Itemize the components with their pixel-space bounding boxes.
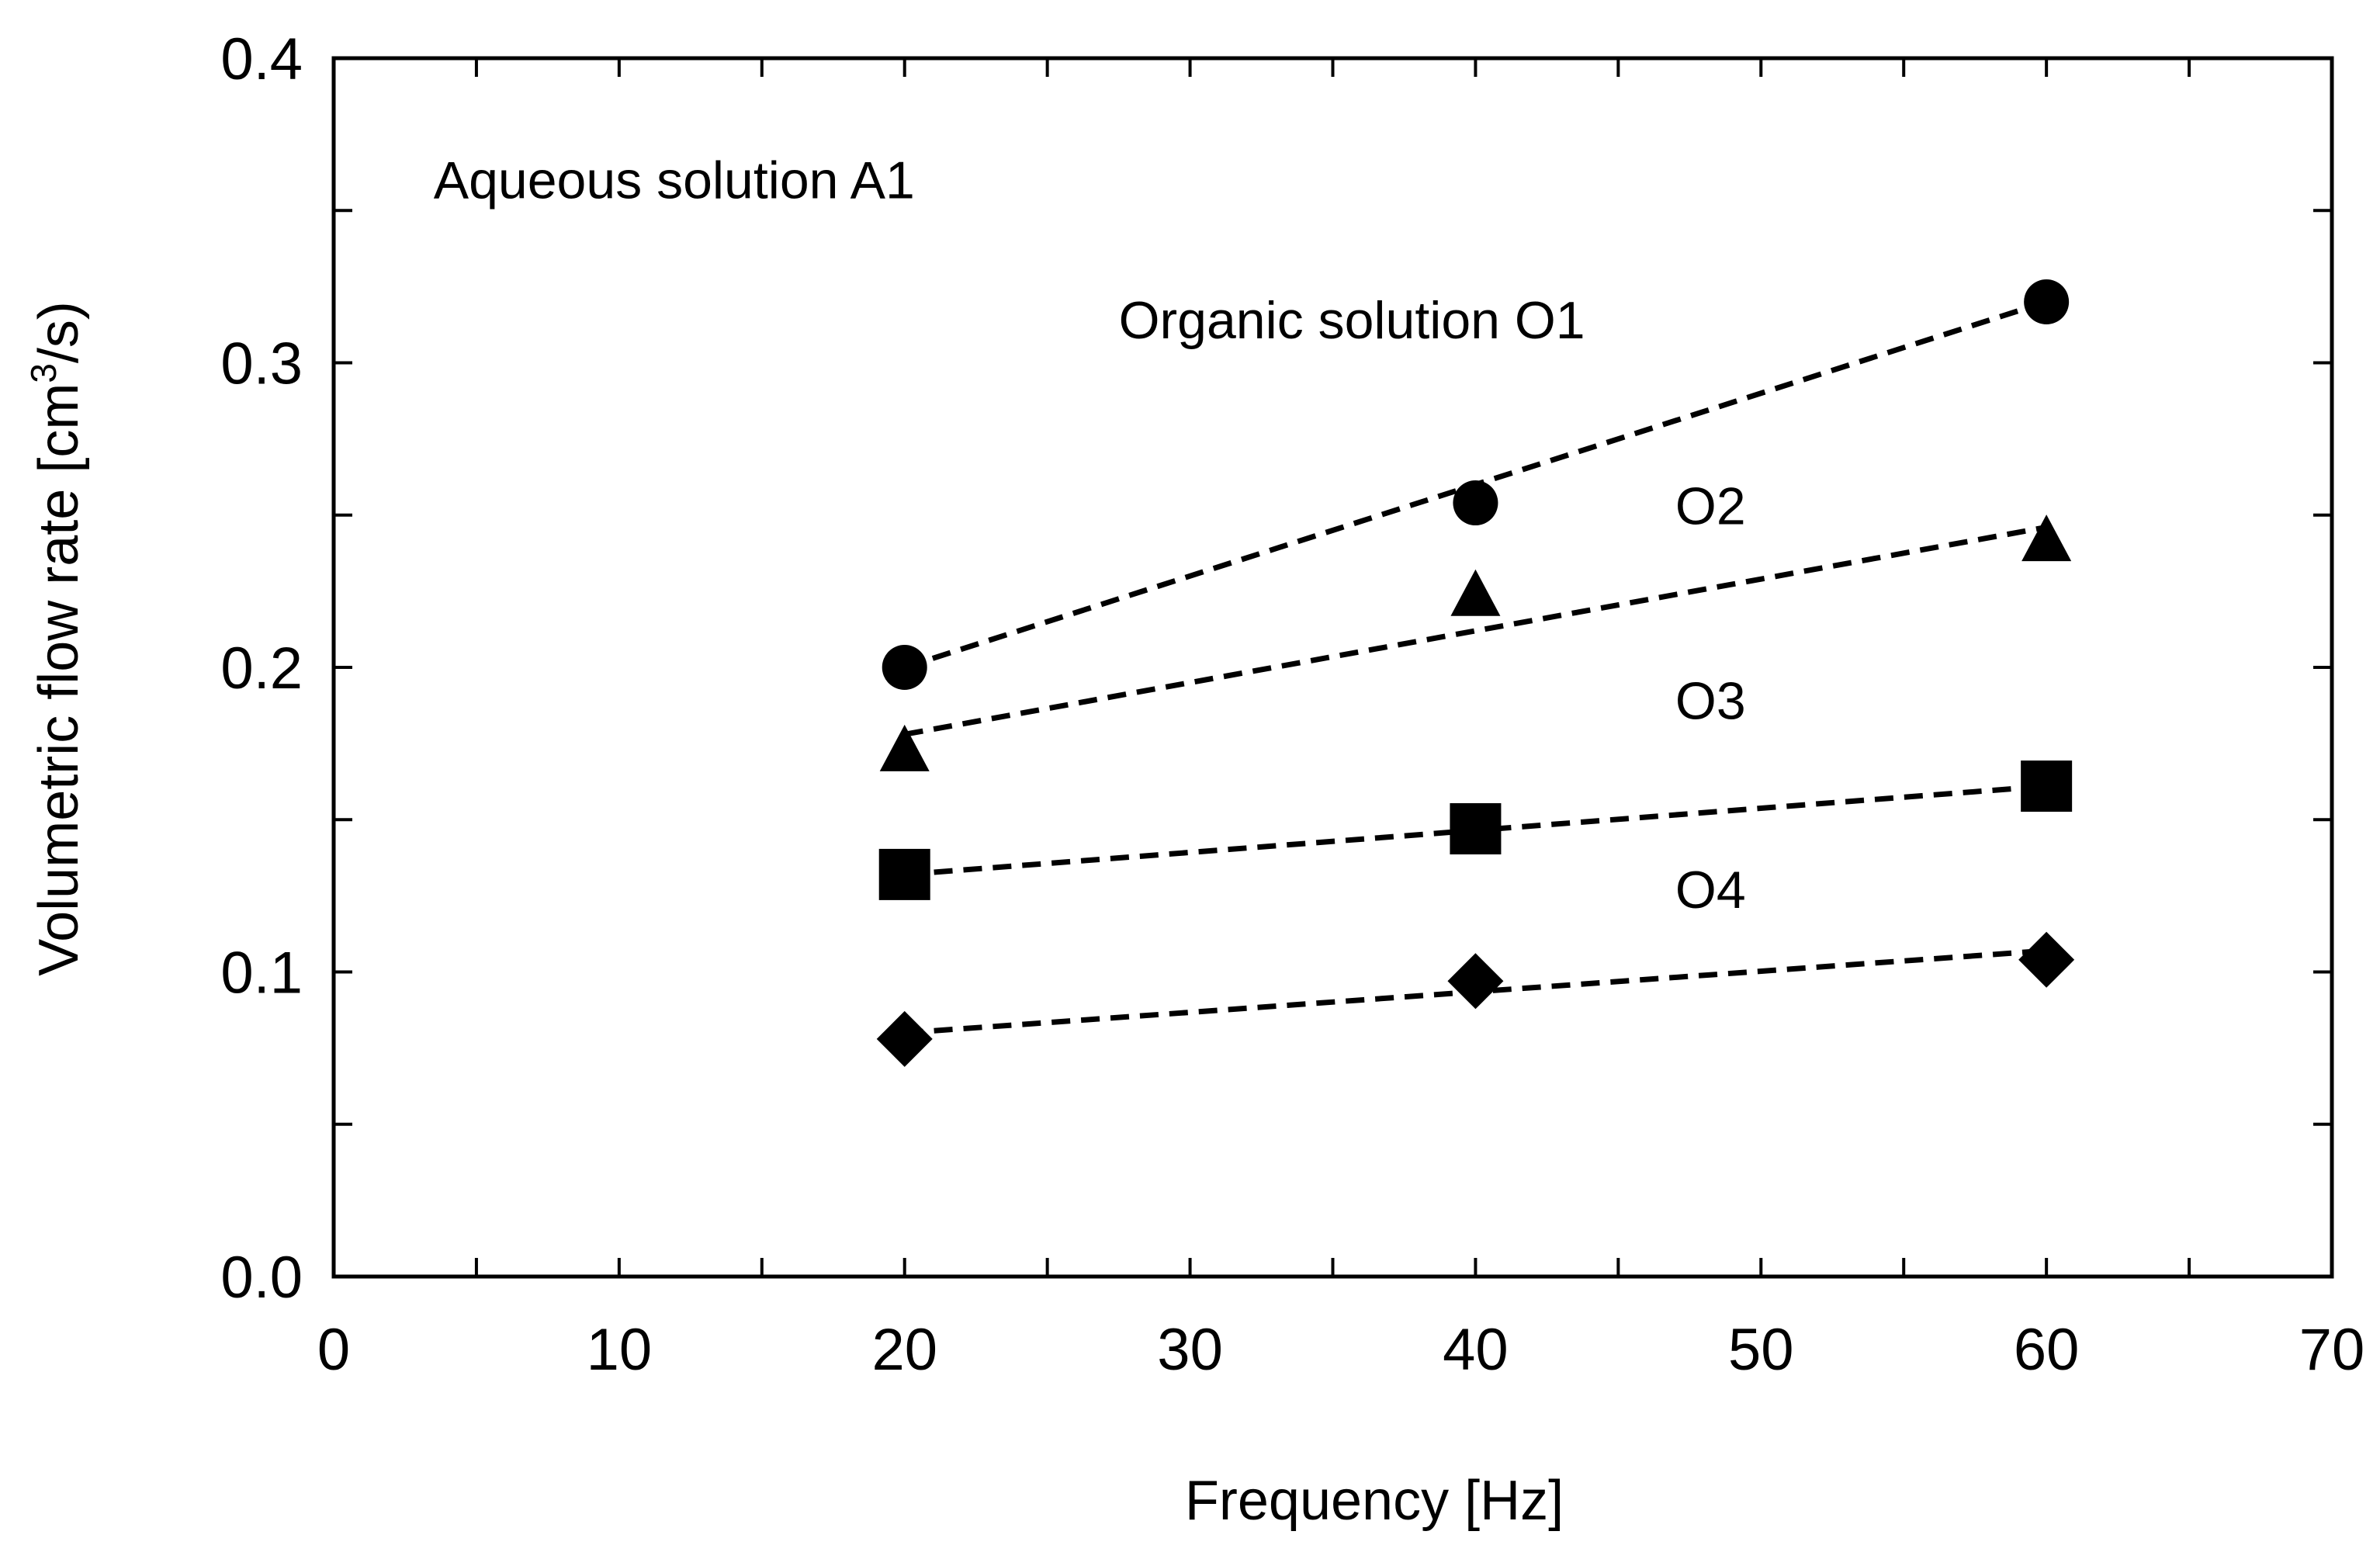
diamond-marker [876, 1010, 933, 1067]
square-marker [878, 848, 930, 900]
plot-border [331, 56, 2334, 1279]
y-axis-title-unit: /s) [28, 301, 90, 363]
y-tick-label: 0.1 [220, 941, 303, 1006]
data-markers [876, 279, 2075, 1067]
y-tick-label: 0.2 [220, 636, 303, 702]
axis-tick-labels: 0 10 20 30 40 50 60 70 0.0 0.1 0.2 0.3 0.4 [220, 26, 2364, 1383]
x-tick-label: 60 [2014, 1317, 2080, 1383]
x-axis-title: Frequency [Hz] [1185, 1470, 1564, 1532]
y-tick-label: 0.0 [220, 1245, 303, 1311]
x-tick-label: 20 [871, 1317, 937, 1383]
axis-ticks [332, 57, 2333, 1278]
x-tick-label: 70 [2299, 1317, 2365, 1383]
x-tick-label: 30 [1157, 1317, 1223, 1383]
triangle-marker [2021, 514, 2072, 562]
y-axis-title-main: Volumetric flow rate [cm [28, 383, 90, 976]
triangle-marker [879, 724, 930, 771]
fit-line [904, 525, 2047, 737]
diamond-marker [2018, 931, 2075, 988]
plot-frame [331, 56, 2334, 1279]
circle-marker [2024, 279, 2070, 324]
square-marker [2021, 760, 2073, 812]
square-marker [1450, 803, 1502, 855]
annotation-label: O3 [1675, 672, 1746, 731]
y-tick-label: 0.4 [220, 26, 303, 92]
y-tick-label: 0.3 [220, 331, 303, 397]
circle-marker [1453, 480, 1498, 526]
y-axis-title-superscript: 3 [23, 363, 64, 383]
fit-lines [903, 299, 2048, 1036]
x-tick-label: 50 [1728, 1317, 1794, 1383]
annotation-label: O4 [1675, 861, 1746, 920]
circle-marker [882, 645, 927, 690]
annotation-label: Aqueous solution A1 [434, 151, 915, 210]
x-tick-label: 10 [587, 1317, 653, 1383]
y-axis-title: Volumetric flow rate [cm3/s) [23, 301, 90, 976]
annotation-label: Organic solution O1 [1119, 291, 1585, 350]
triangle-marker [1450, 569, 1501, 616]
x-tick-label: 40 [1443, 1317, 1509, 1383]
annotation-label: O2 [1675, 477, 1746, 536]
x-tick-label: 0 [317, 1317, 350, 1383]
annotations: Aqueous solution A1 Organic solution O1 O2… [434, 151, 1746, 920]
diamond-marker [1447, 953, 1504, 1010]
